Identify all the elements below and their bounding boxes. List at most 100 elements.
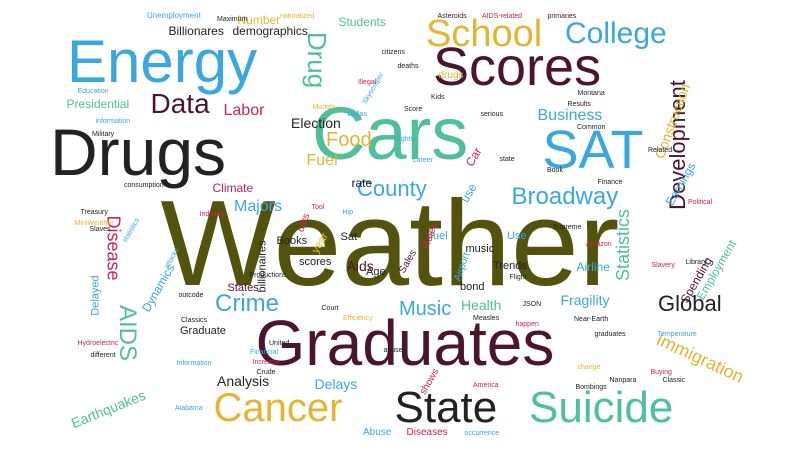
word-cloud-word: Information — [176, 359, 212, 367]
word-cloud-word: State — [394, 383, 498, 432]
word-cloud-word: Maximum — [217, 15, 248, 23]
word-cloud-word: Business — [537, 107, 603, 124]
word-cloud-word: Majors — [234, 198, 283, 215]
word-cloud-word: change — [577, 363, 601, 371]
word-cloud-word: Graduates — [255, 307, 555, 379]
word-cloud-word: Productions — [249, 271, 287, 279]
word-cloud-word: Industry — [199, 210, 225, 218]
word-cloud-word: Bombings — [575, 383, 607, 391]
word-cloud-word: drugs — [438, 70, 464, 81]
word-cloud-word: Diseases — [406, 427, 448, 438]
word-cloud-word: JSON — [522, 300, 542, 308]
word-cloud-word: deaths — [397, 62, 419, 70]
word-cloud-word: Aids — [346, 258, 374, 274]
word-cloud-word: Efficiency — [343, 314, 373, 322]
word-cloud-word: Crime — [215, 290, 279, 317]
word-cloud-word: Broadway — [511, 183, 619, 210]
word-cloud-word: Hydroelectric — [77, 339, 119, 347]
word-cloud-word: Finance — [597, 178, 623, 186]
word-cloud-word: Presidential — [66, 97, 130, 111]
word-cloud-word: career — [413, 156, 433, 164]
word-cloud-word: Scores — [433, 37, 602, 97]
word-cloud-word: Cars — [312, 92, 469, 175]
word-cloud-word: information — [95, 117, 131, 125]
word-cloud-word: Delays — [314, 376, 358, 392]
word-cloud-word: Buying — [650, 368, 672, 376]
word-cloud-word: Drug — [302, 31, 333, 89]
word-cloud-word: Court — [321, 304, 339, 312]
word-cloud-word: Kids — [431, 93, 445, 101]
word-cloud-word: Music — [399, 298, 452, 320]
word-cloud-word: Trends — [493, 259, 527, 272]
word-cloud-word: Suicide — [529, 383, 674, 432]
word-cloud-word: Dallas — [347, 110, 367, 118]
word-cloud-word: Near-Earth — [574, 315, 609, 323]
word-cloud-word: Health — [461, 297, 502, 313]
word-cloud-word: School — [426, 13, 543, 55]
word-cloud-word: Fuel — [306, 152, 338, 169]
word-cloud-word: Global — [658, 291, 722, 316]
word-cloud-word: Measles — [473, 314, 500, 322]
word-cloud-word: Political — [688, 198, 713, 206]
word-cloud-word: Slavery — [651, 261, 675, 269]
word-cloud-word: bond — [460, 280, 485, 293]
word-cloud-word: Statistics — [613, 208, 634, 282]
word-cloud-word: Graduate — [180, 324, 226, 337]
word-cloud-word: Hip — [342, 208, 354, 216]
word-cloud-word: scores — [299, 255, 332, 268]
word-cloud-word: Students — [338, 15, 386, 29]
word-cloud-word: Billionares — [168, 24, 224, 38]
word-cloud-word: MiniWeather — [74, 219, 114, 227]
word-cloud-word: Classic — [662, 376, 686, 384]
word-cloud-word: United — [269, 339, 290, 347]
word-cloud-word: citizens — [381, 48, 405, 56]
word-cloud-word: SAT — [542, 120, 644, 180]
word-cloud-word: Related — [648, 146, 673, 154]
word-cloud-word: Tool — [311, 203, 325, 211]
word-cloud-word: College — [565, 17, 667, 50]
word-cloud-word: Fragility — [560, 292, 610, 308]
word-cloud-word: Nanpara — [609, 376, 637, 384]
word-cloud-word: state — [499, 155, 515, 163]
word-cloud-word: America — [473, 381, 499, 389]
word-cloud-word: Asteroids — [437, 12, 467, 20]
word-cloud-word: Treasury — [80, 208, 108, 216]
word-cloud-word: Books — [276, 234, 308, 247]
word-cloud-word: Flights — [393, 135, 415, 143]
word-cloud-word: Models — [312, 103, 336, 111]
word-cloud-word: Book — [547, 166, 563, 174]
word-cloud-word: Data — [150, 88, 210, 119]
word-cloud-word: different — [90, 351, 116, 359]
word-cloud-word: Drugs — [50, 115, 227, 189]
word-cloud-word: Alabama — [175, 404, 203, 412]
word-cloud-word: Flight — [509, 273, 527, 281]
word-cloud-word: fuel — [430, 229, 448, 242]
word-cloud-word: naturalized — [280, 12, 315, 20]
word-cloud-word: Cancer — [213, 386, 343, 430]
word-cloud-word: Analysis — [217, 373, 270, 389]
word-cloud-word: Sat — [340, 230, 358, 243]
word-cloud-word: Common — [577, 123, 606, 131]
word-cloud-word: statistics — [121, 216, 141, 244]
word-cloud-word: AIDS-related — [482, 12, 523, 20]
word-cloud-word: outcode — [178, 291, 204, 299]
word-cloud-word: Results — [567, 100, 591, 108]
word-cloud-word: Slaves — [89, 225, 111, 233]
word-cloud-word: Climate — [212, 181, 254, 195]
word-cloud-word: primaries — [547, 12, 577, 20]
word-cloud-word: Illegal — [358, 78, 377, 86]
word-cloud-word: rate — [351, 176, 373, 190]
word-cloud-word: Temperature — [657, 330, 697, 338]
word-cloud-word: County — [357, 176, 427, 201]
word-cloud-word: Score — [404, 105, 423, 113]
word-cloud-word: Age — [366, 265, 386, 278]
word-cloud-word: Military — [92, 130, 115, 138]
word-cloud-word: Election — [291, 115, 341, 131]
word-cloud-word: Energy — [67, 28, 258, 95]
word-cloud-word: Earthquakes — [68, 386, 148, 432]
word-cloud-word: Montana — [577, 89, 605, 97]
word-cloud-word: demographics — [232, 24, 308, 38]
word-cloud-word: consumption — [124, 181, 164, 189]
word-cloud-word: Supreme — [553, 223, 582, 231]
